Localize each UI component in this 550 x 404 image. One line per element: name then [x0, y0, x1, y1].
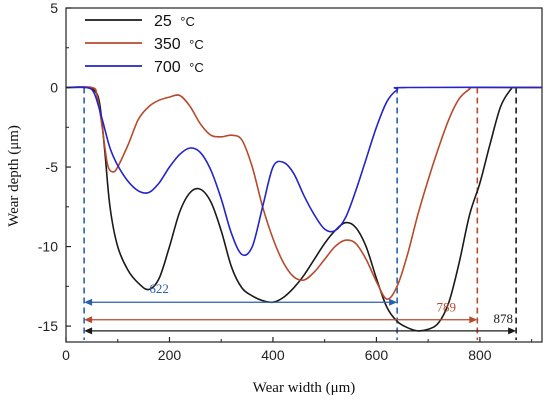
- x-tick-label: 200: [158, 347, 182, 363]
- dimension-arrows: 622 789 878: [84, 281, 517, 335]
- dimension-label: 789: [437, 300, 457, 315]
- y-tick-label: -10: [38, 239, 58, 255]
- dimension-arrowhead-right: [469, 316, 478, 324]
- legend: 25 °C 350 °C 700 °C: [85, 13, 204, 76]
- x-tick-label: 0: [62, 347, 70, 363]
- y-tick-label: -15: [38, 318, 58, 334]
- x-axis-title: Wear width (μm): [253, 380, 356, 396]
- series-line-350: [65, 86, 543, 300]
- series-line-700: [65, 86, 543, 257]
- series-line-25: [65, 86, 543, 332]
- plot-frame: [65, 7, 543, 343]
- axis-ticks: 0 200 400 600 800 5 0 -5 -10 -15: [38, 0, 533, 363]
- legend-label-350: 350 °C: [154, 36, 204, 53]
- x-tick-label: 600: [365, 347, 389, 363]
- legend-label-25: 25 °C: [154, 13, 195, 30]
- y-axis-title: Wear depth (μm): [6, 125, 22, 227]
- dimension-arrowhead-left: [84, 316, 93, 324]
- y-tick-label: -5: [46, 159, 59, 175]
- series-lines: [65, 86, 543, 332]
- dimension-arrowhead-right: [389, 298, 398, 306]
- x-tick-label: 800: [468, 347, 492, 363]
- dimension-arrowhead-right: [508, 327, 517, 335]
- y-tick-label: 5: [50, 0, 58, 16]
- y-tick-label: 0: [50, 80, 58, 96]
- dimension-arrowhead-left: [84, 327, 93, 335]
- dimension-label: 878: [493, 311, 513, 326]
- legend-label-700: 700 °C: [154, 59, 204, 76]
- reference-lines: [83, 87, 517, 340]
- dimension-label: 622: [149, 281, 169, 296]
- dimension-arrowhead-left: [84, 298, 93, 306]
- x-tick-label: 400: [261, 347, 285, 363]
